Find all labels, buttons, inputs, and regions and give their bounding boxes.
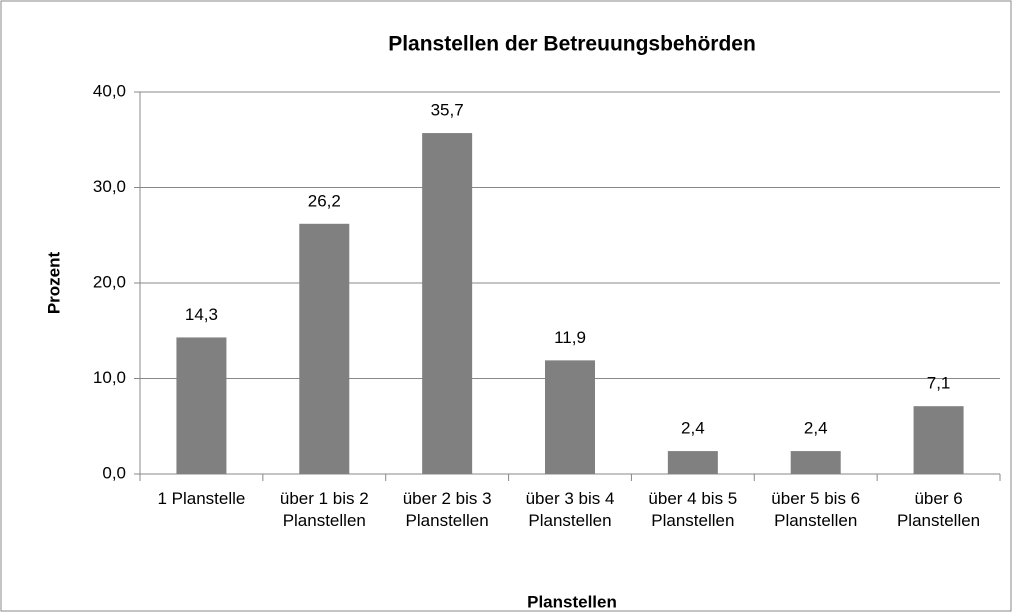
x-tick-label: über 3 bis 4 Planstellen <box>525 489 615 530</box>
data-label: 26,2 <box>308 191 341 210</box>
x-tick-label: über 5 bis 6 Planstellen <box>771 489 861 530</box>
bar <box>667 451 718 474</box>
x-tick-label: über 1 bis 2 Planstellen <box>279 489 369 530</box>
x-tick-label: über 6 Planstellen <box>896 489 981 530</box>
data-label: 11,9 <box>554 328 586 347</box>
bar <box>913 406 964 474</box>
bar <box>176 337 227 474</box>
x-tick-label: über 2 bis 3 Planstellen <box>402 489 492 530</box>
chart-title: Planstellen der Betreuungsbehörden <box>388 33 756 56</box>
y-axis-title: Prozent <box>44 251 63 314</box>
data-label: 7,1 <box>927 374 951 393</box>
bar <box>545 360 595 474</box>
data-label: 2,4 <box>804 419 828 438</box>
y-tick-label: 40,0 <box>93 81 126 100</box>
bar <box>790 451 841 474</box>
bar <box>422 133 473 474</box>
x-tick-label: 1 Planstelle <box>157 489 246 508</box>
y-tick-label: 30,0 <box>93 177 126 196</box>
bar <box>299 223 350 474</box>
x-tick-label: über 4 bis 5 Planstellen <box>648 489 738 530</box>
y-tick-label: 0,0 <box>102 463 126 482</box>
x-axis-title: Planstellen <box>527 592 617 611</box>
data-label: 14,3 <box>185 305 218 324</box>
y-tick-label: 20,0 <box>93 272 126 291</box>
data-label: 35,7 <box>431 101 464 120</box>
y-tick-label: 10,0 <box>93 368 126 387</box>
data-label: 2,4 <box>681 419 705 438</box>
